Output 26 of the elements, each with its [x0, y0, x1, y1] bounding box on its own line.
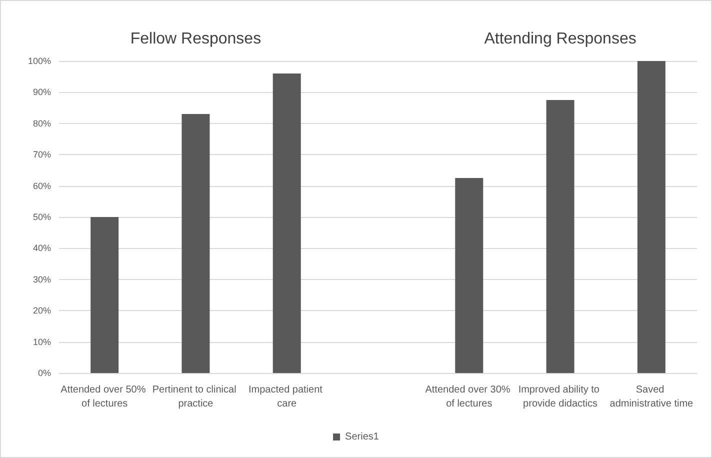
x-tick-label: Attended over 30% of lectures	[425, 384, 514, 410]
y-tick-label: 90%	[32, 87, 51, 98]
y-tick-label: 70%	[32, 150, 51, 160]
bar	[455, 178, 484, 373]
y-tick-label: 40%	[32, 243, 51, 254]
x-tick-label: Pertinent to clinical practice	[152, 384, 240, 410]
x-tick-label: Impacted patient care	[248, 384, 326, 410]
bar	[182, 114, 210, 373]
y-tick-label: 10%	[32, 336, 51, 347]
bar	[637, 61, 666, 373]
y-tick-label: 60%	[32, 180, 51, 191]
bar	[546, 100, 574, 373]
y-tick-label: 0%	[38, 368, 51, 378]
x-tick-label: Attended over 50% of lectures	[60, 384, 148, 410]
text: Fellow Responses	[130, 30, 262, 48]
y-tick-label: 80%	[32, 118, 51, 128]
text: Attending Responses	[484, 30, 636, 48]
x-tick-label: Improved ability to provide didactics	[518, 384, 602, 410]
y-tick-label: 20%	[32, 306, 51, 316]
bar	[272, 73, 301, 373]
y-tick-label: 50%	[32, 212, 51, 222]
y-tick-label: 100%	[28, 56, 51, 66]
legend-label: Series1	[345, 432, 380, 442]
y-tick-label: 30%	[32, 274, 51, 284]
bar	[90, 217, 119, 373]
x-tick-label: Saved administrative time	[610, 384, 694, 410]
